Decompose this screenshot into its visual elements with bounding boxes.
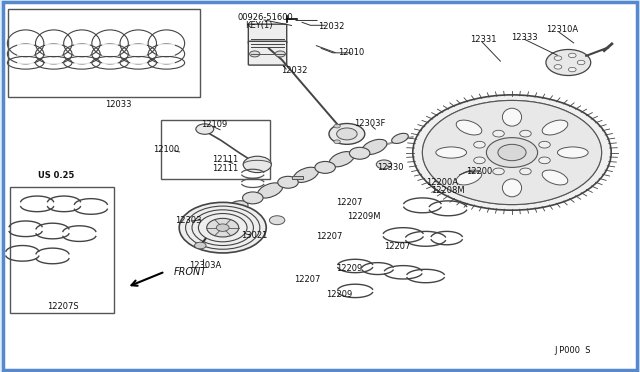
Text: 12033: 12033	[105, 100, 132, 109]
Circle shape	[349, 147, 370, 159]
Circle shape	[196, 124, 214, 134]
Circle shape	[554, 56, 562, 60]
Text: 12207: 12207	[316, 232, 343, 241]
Text: 12200: 12200	[465, 167, 492, 176]
Circle shape	[520, 168, 531, 175]
Circle shape	[546, 49, 591, 76]
Circle shape	[216, 224, 229, 231]
Text: US 0.25: US 0.25	[38, 171, 74, 180]
Text: 12032: 12032	[281, 66, 308, 75]
Text: 12208M: 12208M	[431, 186, 465, 195]
Text: 12303F: 12303F	[354, 119, 386, 128]
Ellipse shape	[223, 201, 248, 216]
Circle shape	[498, 144, 526, 161]
Text: 12207: 12207	[335, 198, 362, 207]
Circle shape	[334, 124, 340, 128]
Circle shape	[243, 192, 263, 204]
Text: 12207: 12207	[294, 275, 321, 284]
Circle shape	[337, 128, 357, 140]
Ellipse shape	[456, 120, 482, 135]
Circle shape	[422, 100, 602, 205]
Circle shape	[315, 161, 335, 173]
Circle shape	[376, 160, 392, 169]
Circle shape	[195, 242, 206, 249]
Circle shape	[568, 53, 576, 58]
Text: 12310A: 12310A	[546, 25, 578, 34]
Circle shape	[577, 60, 585, 65]
Circle shape	[422, 100, 602, 205]
Ellipse shape	[502, 108, 522, 126]
Text: 12010: 12010	[337, 48, 364, 57]
Circle shape	[275, 51, 285, 57]
Circle shape	[568, 67, 576, 72]
Circle shape	[413, 95, 611, 210]
Text: J P000  S: J P000 S	[554, 346, 591, 355]
Circle shape	[192, 210, 253, 246]
Ellipse shape	[542, 120, 568, 135]
Circle shape	[198, 214, 247, 242]
Circle shape	[474, 157, 485, 164]
FancyBboxPatch shape	[248, 41, 287, 65]
FancyBboxPatch shape	[292, 176, 303, 179]
Ellipse shape	[293, 167, 319, 182]
Circle shape	[539, 141, 550, 148]
Ellipse shape	[456, 170, 482, 185]
Circle shape	[179, 202, 266, 253]
Circle shape	[334, 140, 340, 144]
Ellipse shape	[329, 152, 355, 167]
Text: 12330: 12330	[377, 163, 404, 172]
Text: 12200A: 12200A	[426, 178, 458, 187]
FancyBboxPatch shape	[248, 24, 287, 44]
Circle shape	[186, 206, 260, 249]
Circle shape	[329, 124, 365, 144]
Ellipse shape	[392, 133, 408, 144]
Text: 12209: 12209	[326, 290, 353, 299]
Circle shape	[486, 138, 538, 167]
Text: 12303A: 12303A	[189, 262, 221, 270]
Text: 12333: 12333	[511, 33, 538, 42]
FancyBboxPatch shape	[3, 2, 637, 370]
Ellipse shape	[362, 140, 387, 154]
Circle shape	[493, 130, 504, 137]
Ellipse shape	[542, 170, 568, 185]
Circle shape	[520, 130, 531, 137]
Text: 12111: 12111	[212, 164, 239, 173]
Text: 12100: 12100	[153, 145, 180, 154]
Text: FRONT: FRONT	[174, 267, 207, 276]
Text: 12111: 12111	[212, 155, 239, 164]
Text: 12207S: 12207S	[47, 302, 79, 311]
Circle shape	[243, 156, 271, 173]
Ellipse shape	[257, 183, 283, 198]
Text: 12207: 12207	[383, 242, 410, 251]
Text: 12032: 12032	[318, 22, 345, 31]
Circle shape	[474, 141, 485, 148]
Text: 12209: 12209	[335, 264, 362, 273]
Text: 13021: 13021	[241, 231, 268, 240]
Ellipse shape	[557, 147, 588, 158]
Text: 00926-51600: 00926-51600	[237, 13, 294, 22]
Text: 12209M: 12209M	[347, 212, 380, 221]
Text: 12109: 12109	[201, 120, 228, 129]
Circle shape	[207, 218, 239, 237]
Circle shape	[539, 157, 550, 164]
Circle shape	[554, 65, 562, 69]
Ellipse shape	[502, 179, 522, 197]
Text: 12331: 12331	[470, 35, 497, 44]
Circle shape	[493, 168, 504, 175]
Ellipse shape	[436, 147, 467, 158]
Text: 12303: 12303	[175, 216, 202, 225]
Circle shape	[250, 51, 260, 57]
Circle shape	[278, 176, 298, 188]
Circle shape	[269, 216, 285, 225]
Text: KEY(1): KEY(1)	[246, 21, 273, 30]
